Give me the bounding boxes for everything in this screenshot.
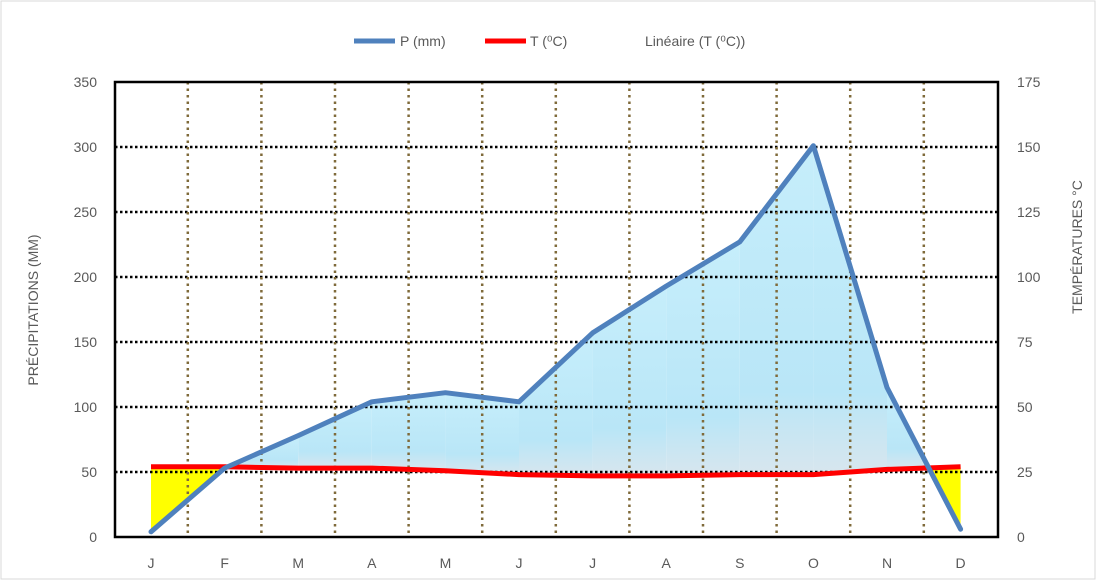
y-tick-label: 200 <box>74 269 98 285</box>
y-tick-label: 350 <box>74 74 98 90</box>
x-tick-label: F <box>220 555 229 571</box>
humid-period-area <box>371 392 446 471</box>
humid-period-area <box>666 241 740 476</box>
y-tick-label: 100 <box>74 399 98 415</box>
precipitation-line <box>148 143 964 535</box>
y2-tick-label: 150 <box>1017 139 1041 155</box>
y-tick-label: 50 <box>81 464 97 480</box>
legend-label-linear-trend: Linéaire (T (⁰C)) <box>645 33 745 49</box>
y2-tick-label: 175 <box>1017 74 1041 90</box>
x-tick-label: J <box>589 555 596 571</box>
y-axis-title: PRÉCIPITATIONS (MM) <box>25 234 41 385</box>
x-tick-label: S <box>735 555 744 571</box>
x-tick-label: J <box>148 555 155 571</box>
y2-tick-label: 75 <box>1017 334 1033 350</box>
x-tick-label: O <box>808 555 819 571</box>
legend: P (mm) T (⁰C) Linéaire (T (⁰C)) <box>354 33 745 49</box>
y-tick-label: 0 <box>89 529 97 545</box>
x-tick-label: A <box>367 555 377 571</box>
y2-tick-label: 125 <box>1017 204 1041 220</box>
y-tick-label: 300 <box>74 139 98 155</box>
series-lines <box>148 143 964 535</box>
x-tick-label: A <box>662 555 672 571</box>
x-tick-label: M <box>292 555 304 571</box>
x-tick-label: D <box>956 555 966 571</box>
y2-tick-label: 50 <box>1017 399 1033 415</box>
x-tick-label: J <box>516 555 523 571</box>
y2-tick-label: 25 <box>1017 464 1033 480</box>
y2-tick-label: 100 <box>1017 269 1041 285</box>
y-tick-label: 150 <box>74 334 98 350</box>
y-tick-label: 250 <box>74 204 98 220</box>
legend-label-precipitation: P (mm) <box>400 33 446 49</box>
y2-tick-label: 0 <box>1017 529 1025 545</box>
y2-axis-title: TEMPÉRATURES °C <box>1069 180 1085 314</box>
x-tick-label: N <box>882 555 892 571</box>
humid-period-area <box>519 332 593 476</box>
axis-labels: 0 50 100 150 200 250 300 350 0 25 50 75 100 125 150 175… <box>74 74 1041 571</box>
legend-label-temperature: T (⁰C) <box>530 33 567 49</box>
temperature-line <box>151 464 961 479</box>
x-tick-label: M <box>440 555 452 571</box>
plot-area-border <box>113 80 1000 539</box>
